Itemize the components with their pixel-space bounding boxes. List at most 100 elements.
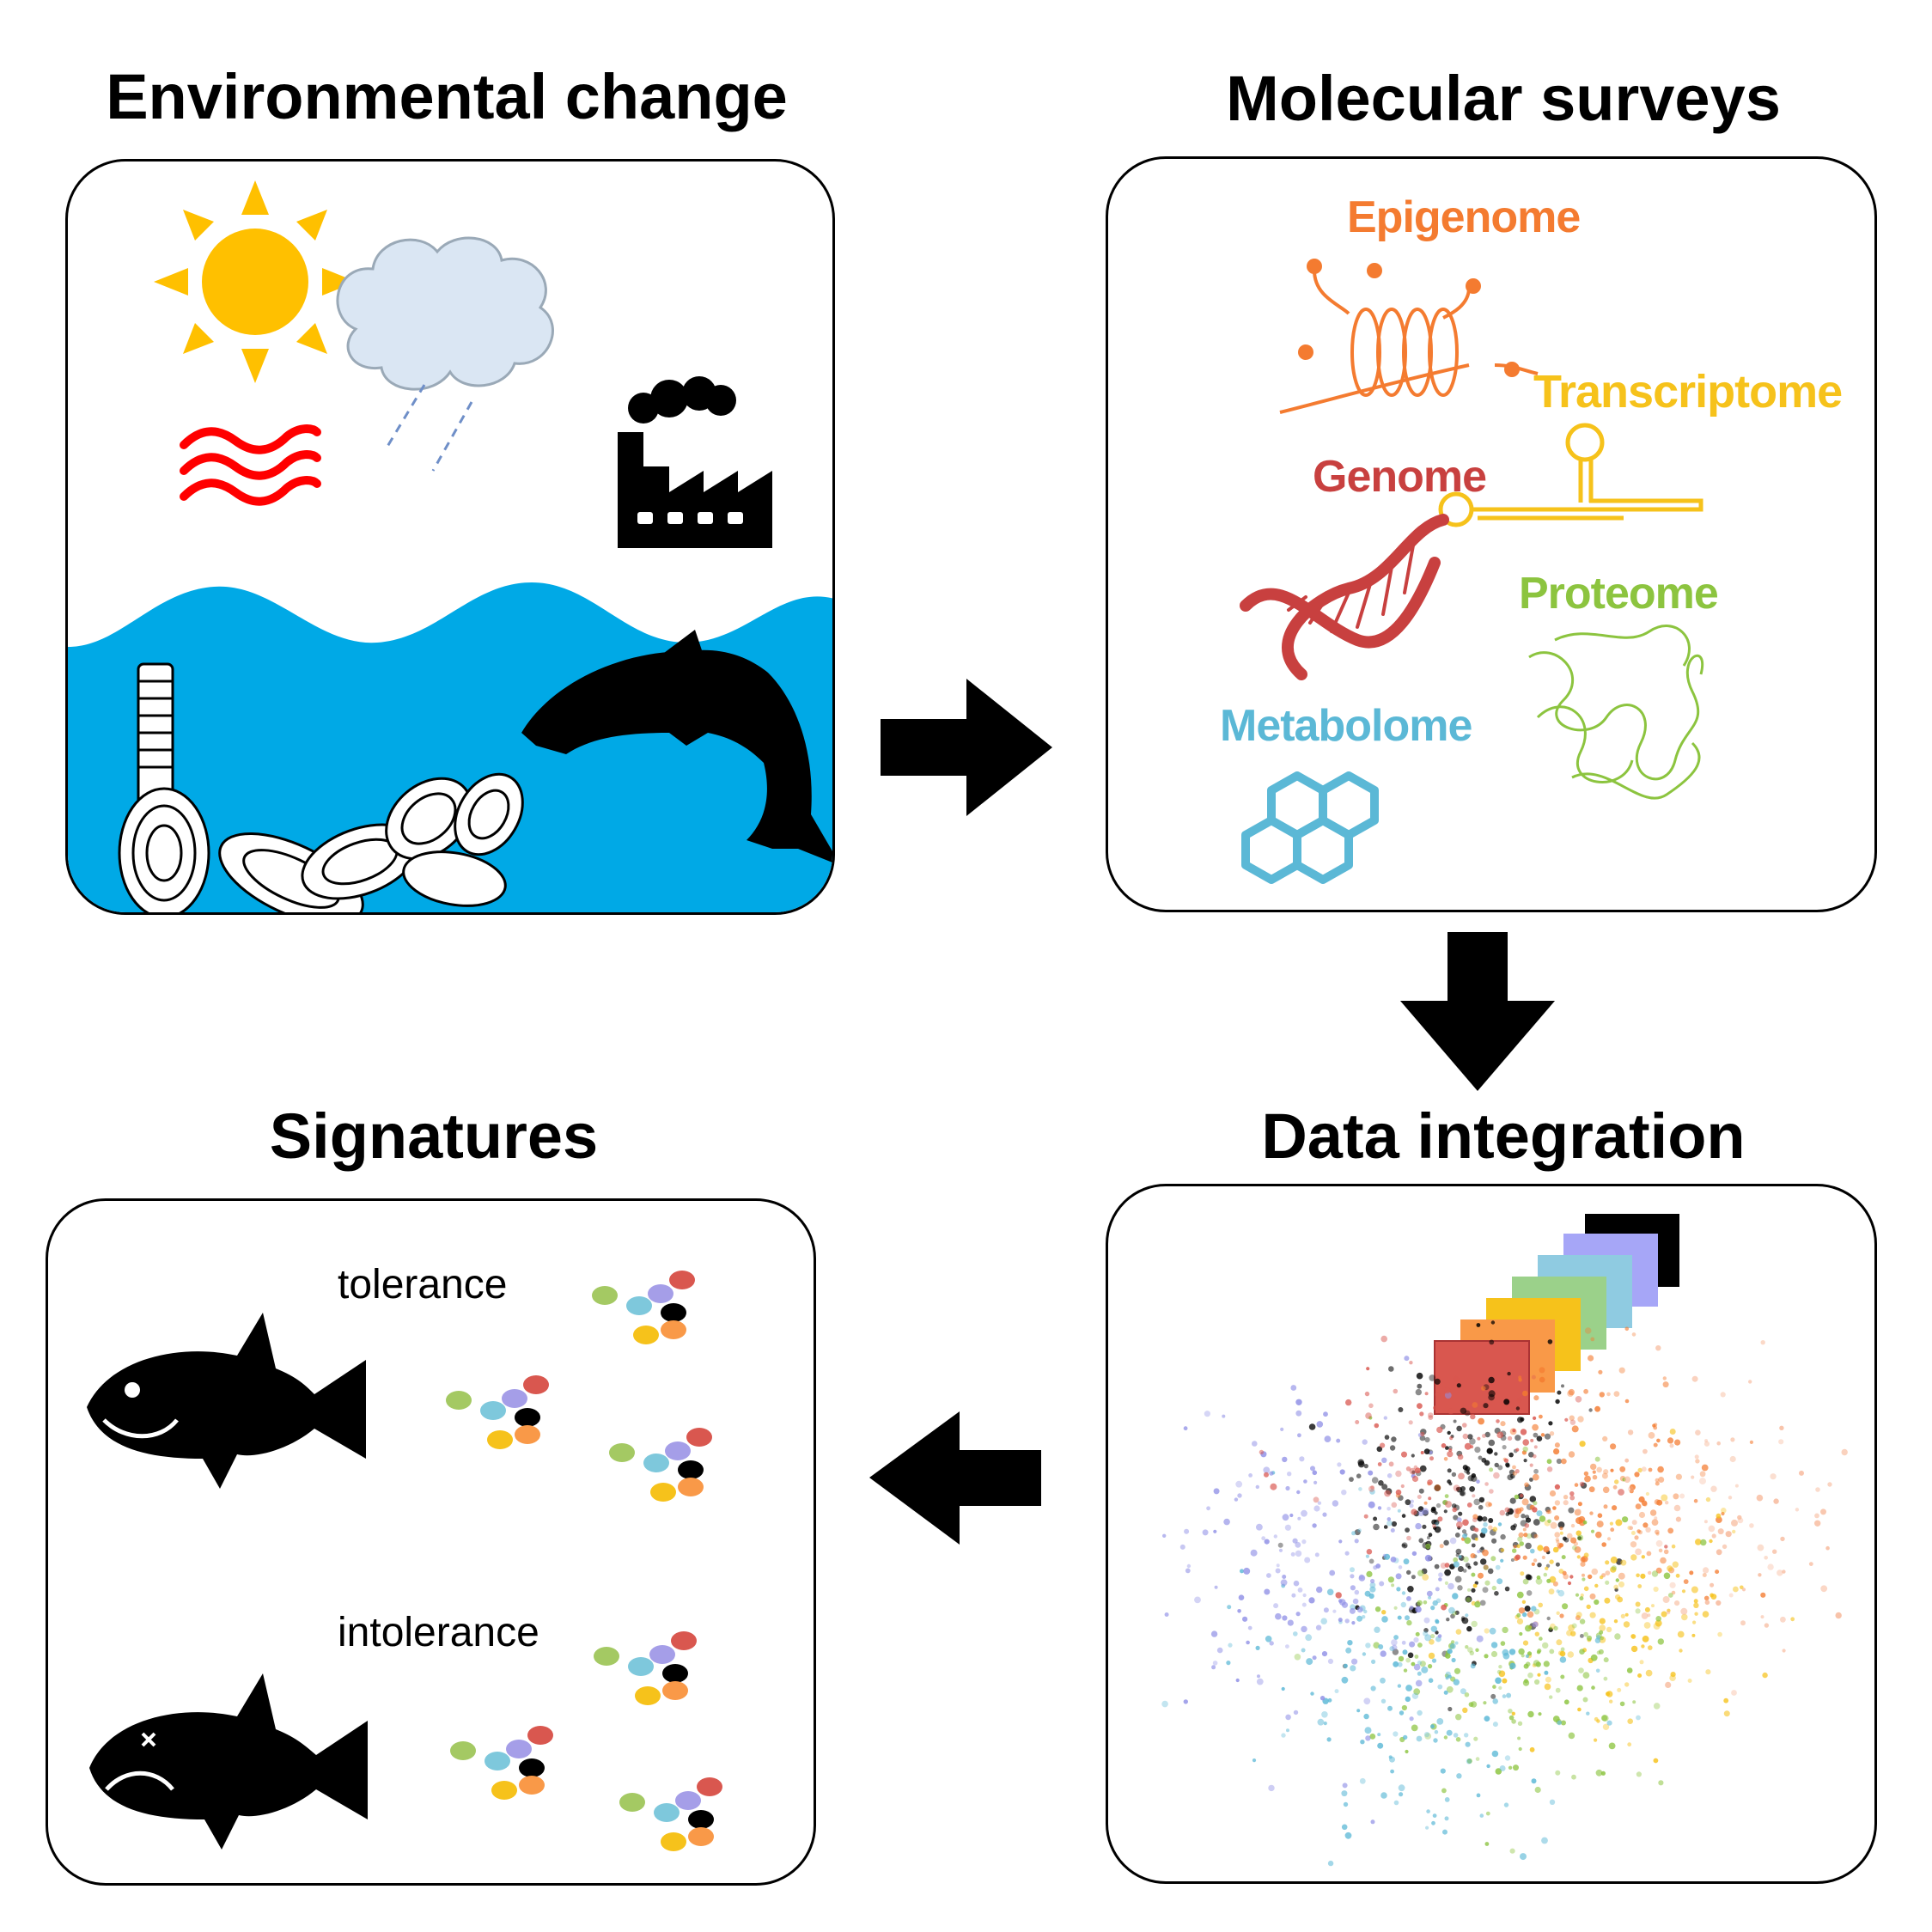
signature-dot — [633, 1326, 659, 1344]
scatter-dot — [1363, 1697, 1371, 1705]
signature-dot — [480, 1401, 506, 1420]
scatter-dot — [1444, 1816, 1449, 1821]
scatter-dot — [1321, 1711, 1328, 1718]
scatter-dot — [1543, 1572, 1548, 1577]
scatter-dot — [1475, 1648, 1479, 1652]
scatter-dot — [1502, 1445, 1507, 1450]
scatter-dot — [1619, 1466, 1626, 1472]
signature-dot — [686, 1428, 712, 1447]
scatter-dot — [1715, 1569, 1720, 1575]
scatter-dot — [1492, 1685, 1496, 1689]
scatter-dot — [1237, 1609, 1241, 1613]
scatter-dot — [1488, 1525, 1493, 1530]
scatter-dot — [1432, 1813, 1437, 1818]
scatter-dot — [1716, 1513, 1722, 1519]
transcriptome-label: Transcriptome — [1533, 366, 1843, 417]
scatter-dot — [1285, 1485, 1290, 1491]
scatter-dot — [1673, 1493, 1679, 1500]
scatter-dot — [1636, 1715, 1641, 1721]
scatter-dot — [1466, 1758, 1472, 1764]
scatter-dot — [1302, 1593, 1307, 1598]
scatter-dot — [1655, 1478, 1660, 1483]
signature-dot — [450, 1741, 476, 1760]
scatter-dot — [1487, 1568, 1494, 1575]
scatter-dot — [1458, 1472, 1465, 1480]
scatter-dot — [1363, 1464, 1368, 1469]
scatter-dot — [1522, 1640, 1529, 1646]
scatter-dot — [1555, 1538, 1559, 1542]
scatter-dot — [1320, 1618, 1327, 1624]
scatter-dot — [1323, 1411, 1328, 1417]
scatter-dot — [1699, 1478, 1706, 1485]
signature-dot — [669, 1271, 695, 1289]
scatter-dot — [1591, 1685, 1595, 1690]
scatter-dot — [1341, 1676, 1349, 1684]
scatter-dot — [1375, 1563, 1381, 1569]
scatter-dot — [1278, 1548, 1283, 1552]
scatter-dot — [1264, 1539, 1270, 1545]
scatter-dot — [1377, 1742, 1384, 1749]
scatter-dot — [1662, 1376, 1667, 1380]
scatter-dot — [1441, 1443, 1447, 1448]
scatter-dot — [1497, 1522, 1502, 1527]
scatter-dot — [1658, 1780, 1664, 1786]
scatter-dot — [1695, 1459, 1700, 1464]
scatter-dot — [1381, 1457, 1387, 1463]
scatter-dot — [1734, 1484, 1739, 1488]
scatter-dot — [1705, 1496, 1711, 1502]
scatter-dot — [1582, 1697, 1588, 1703]
scatter-dot — [1509, 1662, 1516, 1669]
scatter-dot — [1596, 1719, 1600, 1723]
scatter-dot — [1428, 1496, 1432, 1501]
signature-dot — [619, 1793, 645, 1812]
scatter-dot — [1502, 1678, 1508, 1684]
scatter-dot — [1393, 1800, 1399, 1806]
scatter-dot — [1444, 1494, 1449, 1498]
scatter-dot — [1614, 1479, 1619, 1484]
data-layers — [1434, 1214, 1679, 1415]
scatter-dot — [1265, 1636, 1272, 1643]
scatter-dot — [1430, 1625, 1437, 1632]
scatter-dot — [1636, 1573, 1640, 1578]
scatter-dot — [1374, 1626, 1380, 1633]
scatter-cloud — [1161, 1320, 1848, 1867]
scatter-dot — [1627, 1429, 1634, 1435]
scatter-dot — [1388, 1461, 1394, 1467]
scatter-dot — [1449, 1436, 1454, 1441]
scatter-dot — [1683, 1579, 1689, 1584]
scatter-dot — [1470, 1553, 1476, 1558]
scatter-dot — [1507, 1435, 1513, 1441]
scatter-dot — [1504, 1586, 1510, 1592]
scatter-dot — [1474, 1537, 1478, 1541]
scatter-dot — [1355, 1420, 1360, 1424]
scatter-dot — [1608, 1742, 1616, 1750]
scatter-dot — [1456, 1517, 1462, 1523]
scatter-dot — [1709, 1539, 1713, 1544]
heat-waves-icon — [180, 424, 321, 506]
scatter-dot — [1630, 1531, 1636, 1535]
scatter-dot — [1563, 1495, 1569, 1500]
dead-fish-icon — [89, 1673, 368, 1850]
scatter-dot — [1483, 1403, 1489, 1409]
scatter-dot — [1779, 1425, 1784, 1430]
scatter-dot — [1627, 1742, 1632, 1747]
scatter-dot — [1476, 1635, 1484, 1643]
scatter-dot — [1669, 1674, 1676, 1681]
scatter-dot — [1444, 1581, 1448, 1585]
scatter-dot — [1301, 1602, 1307, 1607]
scatter-dot — [1538, 1712, 1542, 1716]
scatter-dot — [1179, 1544, 1185, 1550]
scatter-dot — [1373, 1523, 1380, 1531]
scatter-dot — [1504, 1507, 1510, 1513]
scatter-dot — [1599, 1624, 1606, 1631]
scatter-dot — [1453, 1419, 1457, 1423]
scatter-dot — [1417, 1710, 1423, 1716]
scatter-dot — [1529, 1478, 1533, 1482]
scatter-dot — [1194, 1596, 1201, 1604]
scatter-dot — [1469, 1486, 1475, 1492]
scatter-dot — [1655, 1619, 1662, 1627]
scatter-dot — [1594, 1456, 1600, 1462]
scatter-dot — [1454, 1667, 1461, 1674]
scatter-dot — [1721, 1508, 1727, 1514]
scatter-dot — [1455, 1714, 1462, 1721]
